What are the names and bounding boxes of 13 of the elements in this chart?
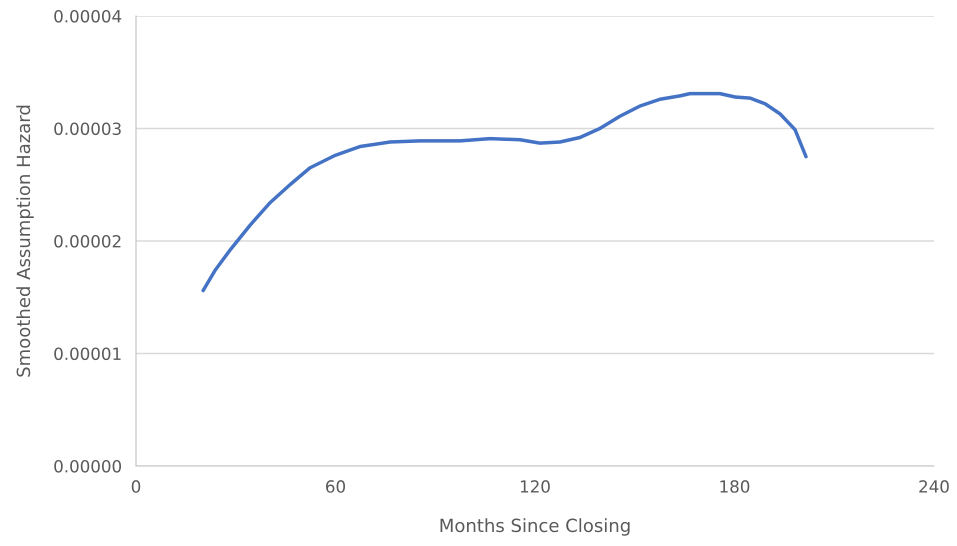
x-tick-label: 120 xyxy=(520,480,550,493)
y-tick-label: 0.00001 xyxy=(54,347,121,360)
x-tick-label: 60 xyxy=(326,480,345,493)
line-series xyxy=(201,92,808,292)
y-tick-label: 0.00000 xyxy=(54,460,122,473)
y-tick-label: 0.00004 xyxy=(54,10,122,23)
y-tick-label: 0.00003 xyxy=(54,122,121,136)
x-axis-title: Months Since Closing xyxy=(440,518,630,536)
y-tick-label: 0.00002 xyxy=(54,234,120,248)
x-tick-label: 180 xyxy=(720,480,750,493)
x-tick-label: 240 xyxy=(919,480,949,493)
y-axis-title: Smoothed Assumption Hazard xyxy=(16,106,34,377)
x-tick-label: 0 xyxy=(132,480,140,493)
